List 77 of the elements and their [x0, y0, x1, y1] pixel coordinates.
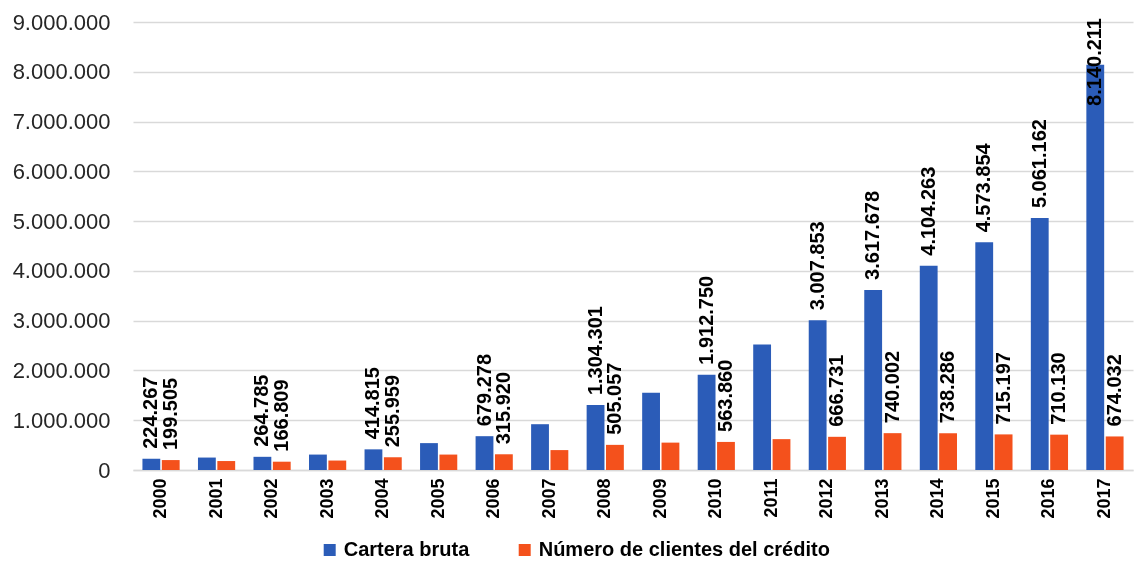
bar — [475, 436, 494, 470]
y-tick-label: 4.000.000 — [12, 258, 111, 284]
bar — [439, 454, 458, 470]
bar — [772, 439, 791, 470]
x-tick-label: 2001 — [205, 478, 226, 519]
bar — [272, 461, 291, 470]
bar — [1105, 436, 1124, 470]
x-tick-label: 2016 — [1038, 478, 1059, 519]
bar — [142, 458, 161, 470]
data-label: 740.002 — [880, 350, 903, 424]
bar — [586, 405, 605, 470]
bar — [383, 457, 402, 470]
data-label: 738.286 — [936, 350, 959, 424]
y-tick-label: 5.000.000 — [12, 208, 111, 234]
y-tick-label: 1.000.000 — [12, 407, 111, 433]
data-label: 710.130 — [1047, 352, 1070, 425]
x-tick-label: 2010 — [705, 478, 726, 519]
y-tick-label: 2.000.000 — [12, 357, 111, 383]
bar — [217, 461, 236, 470]
data-label: 5.061.162 — [1027, 119, 1050, 209]
x-tick-label: 2009 — [649, 478, 670, 519]
data-label: 3.617.678 — [861, 190, 884, 280]
bar — [939, 433, 957, 470]
x-tick-label: 2015 — [982, 478, 1003, 519]
data-label: 4.104.263 — [916, 166, 939, 256]
data-label: 674.032 — [1102, 354, 1125, 427]
y-tick-label: 8.000.000 — [12, 59, 111, 85]
x-tick-label: 2003 — [316, 478, 337, 519]
data-label: 3.007.853 — [805, 221, 828, 311]
x-tick-label: 2006 — [483, 478, 504, 519]
bar — [808, 320, 827, 470]
y-tick-label: 3.000.000 — [12, 308, 111, 334]
bar — [364, 449, 383, 470]
legend-label: Número de clientes del crédito — [538, 538, 830, 560]
legend-label: Cartera bruta — [343, 538, 471, 560]
data-label: 666.731 — [825, 354, 848, 427]
x-tick-label: 2014 — [927, 478, 948, 519]
bar — [828, 436, 846, 470]
y-tick-label: 0 — [98, 457, 111, 483]
x-tick-label: 2011 — [760, 478, 781, 518]
y-tick-label: 6.000.000 — [12, 158, 111, 184]
x-tick-label: 2007 — [538, 478, 559, 519]
bar — [161, 460, 180, 470]
bar — [753, 344, 772, 470]
bar — [883, 433, 902, 470]
bar — [494, 454, 513, 470]
bar — [975, 242, 994, 470]
bar — [994, 434, 1013, 470]
x-tick-label: 2013 — [871, 478, 892, 519]
x-tick-label: 2017 — [1093, 478, 1114, 519]
y-tick-label: 9.000.000 — [12, 9, 111, 35]
x-tick-label: 2004 — [372, 478, 393, 519]
x-tick-label: 2005 — [427, 478, 448, 519]
x-tick-label: 2012 — [816, 478, 837, 519]
bar — [531, 424, 549, 470]
x-tick-label: 2002 — [261, 478, 282, 519]
x-tick-label: 2008 — [594, 478, 615, 519]
bar — [1030, 218, 1049, 470]
x-tick-label: 2000 — [150, 478, 171, 519]
bar — [642, 392, 660, 470]
bar — [717, 441, 735, 470]
bar — [919, 265, 938, 470]
bar — [661, 442, 680, 470]
bar — [253, 456, 272, 470]
bar — [420, 443, 438, 470]
bar — [864, 289, 883, 470]
bar — [328, 460, 347, 470]
bar — [697, 374, 716, 470]
bar — [606, 444, 624, 470]
data-label: 4.573.854 — [972, 142, 995, 233]
bar — [197, 457, 216, 470]
bar — [550, 450, 569, 470]
bar — [1050, 434, 1069, 470]
data-label: 8.140.211 — [1083, 18, 1106, 106]
data-label: 715.197 — [991, 352, 1014, 425]
y-tick-label: 7.000.000 — [12, 109, 111, 135]
bar — [309, 454, 327, 470]
